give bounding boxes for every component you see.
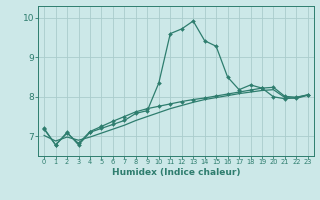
X-axis label: Humidex (Indice chaleur): Humidex (Indice chaleur) xyxy=(112,168,240,177)
